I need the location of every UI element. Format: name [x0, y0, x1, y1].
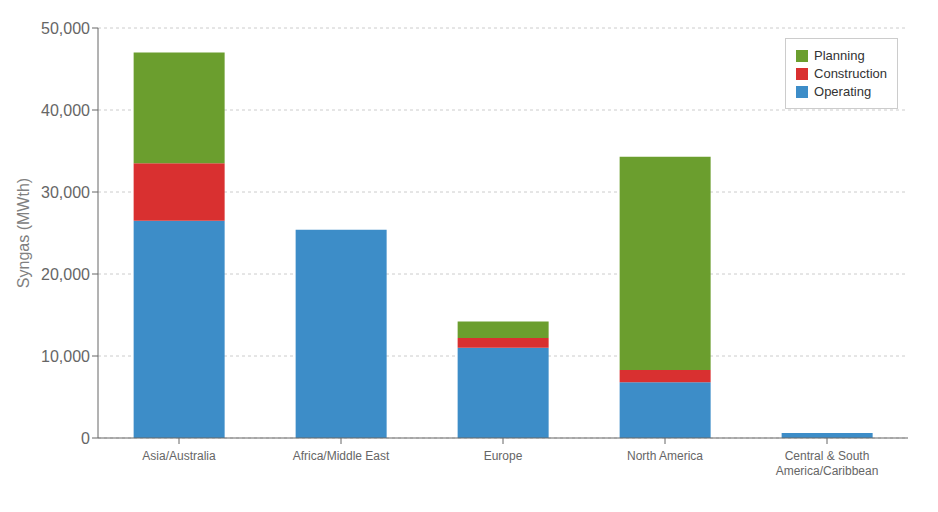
svg-text:10,000: 10,000: [41, 348, 90, 365]
svg-text:0: 0: [81, 430, 90, 447]
svg-text:40,000: 40,000: [41, 102, 90, 119]
html-text:Planning: Planning: [814, 48, 865, 63]
svg-text:30,000: 30,000: [41, 184, 90, 201]
svg-text:North America: North America: [627, 449, 703, 463]
svg-text:Syngas (MWth): Syngas (MWth): [15, 178, 32, 288]
svg-text:20,000: 20,000: [41, 266, 90, 283]
html-text:Construction: Construction: [814, 66, 887, 81]
svg-text:Europe: Europe: [484, 449, 523, 463]
html-text:Operating: Operating: [814, 84, 872, 99]
svg-text:Central & SouthAmerica/Caribbe: Central & SouthAmerica/Caribbean: [776, 449, 879, 478]
svg-text:Africa/Middle East: Africa/Middle East: [293, 449, 390, 463]
svg-text:50,000: 50,000: [41, 20, 90, 37]
svg-text:Asia/Australia: Asia/Australia: [142, 449, 216, 463]
